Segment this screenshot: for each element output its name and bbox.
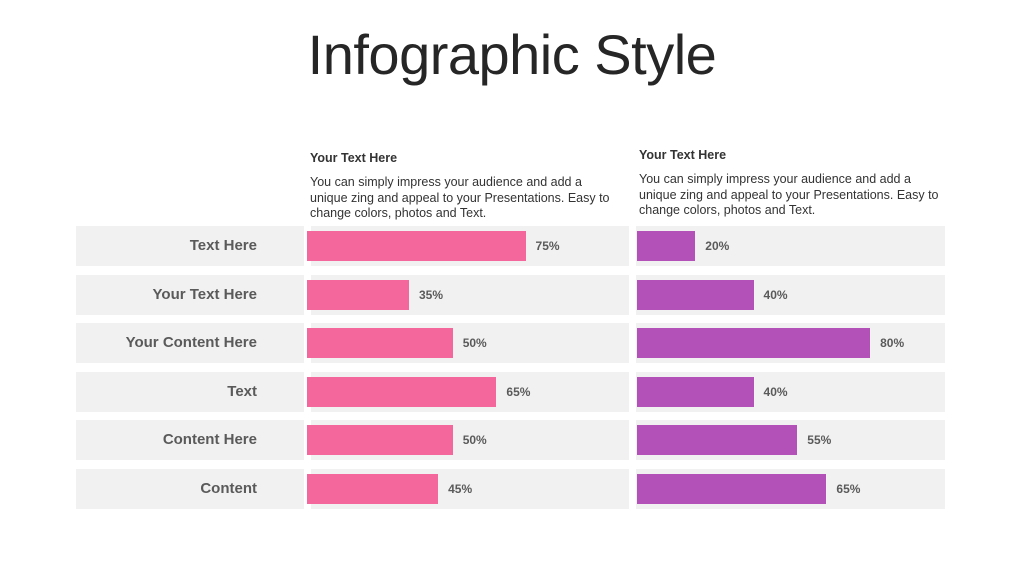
category-label: Your Content Here: [125, 334, 257, 352]
value-label: 65%: [836, 482, 861, 496]
bar-series-b: [637, 474, 827, 504]
value-label: 50%: [462, 433, 487, 448]
category-label: Text Here: [189, 237, 257, 254]
bar-series-a: [307, 474, 439, 504]
column-b-header: Your Text Here: [639, 148, 727, 162]
bar-series-a: [307, 376, 497, 407]
column-a-description: Your Text Here You can simply impress yo…: [310, 151, 610, 222]
value-label: 55%: [807, 433, 832, 448]
chart-row: Text 65% 40%: [76, 371, 945, 412]
value-label: 40%: [763, 287, 788, 302]
value-label: 65%: [506, 384, 531, 399]
column-b-description: Your Text Here You can simply impress yo…: [639, 148, 939, 219]
bar-series-a: [307, 279, 409, 310]
row-separator: [629, 371, 636, 412]
value-label: 20%: [705, 239, 730, 253]
chart-row: Content 45% 65%: [76, 469, 945, 509]
column-b-body: You can simply impress your audience and…: [639, 172, 939, 217]
page-title: Infographic Style: [307, 23, 717, 86]
chart-row: Text Here 75% 20%: [76, 226, 945, 266]
bar-series-a: [307, 328, 453, 359]
bar-series-b: [637, 328, 871, 359]
row-separator: [629, 420, 636, 461]
column-a-header: Your Text Here: [310, 151, 398, 165]
value-label: 35%: [418, 287, 444, 302]
category-label: Text: [227, 382, 257, 400]
column-a-body: You can simply impress your audience and…: [310, 175, 610, 220]
bar-series-b: [637, 279, 754, 310]
bar-series-a: [307, 425, 453, 456]
bar-series-b: [637, 376, 754, 407]
bar-series-b: [637, 425, 798, 456]
bar-series-b: [637, 231, 696, 261]
value-label: 80%: [880, 336, 905, 351]
chart-row: Your Content Here 50% 80%: [76, 323, 945, 364]
row-separator: [629, 469, 636, 509]
row-separator: [629, 323, 636, 364]
bar-series-a: [307, 231, 526, 261]
value-label: 45%: [448, 482, 473, 496]
category-label: Content Here: [162, 431, 257, 449]
value-label: 40%: [763, 384, 788, 399]
category-label: Your Text Here: [152, 285, 257, 303]
chart-row: Content Here 50% 55%: [76, 420, 945, 461]
row-separator: [629, 274, 636, 315]
category-label: Content: [200, 480, 257, 497]
row-separator: [629, 226, 636, 266]
value-label: 75%: [535, 239, 560, 253]
chart-row: Your Text Here 35% 40%: [76, 274, 945, 315]
value-label: 50%: [462, 336, 487, 351]
